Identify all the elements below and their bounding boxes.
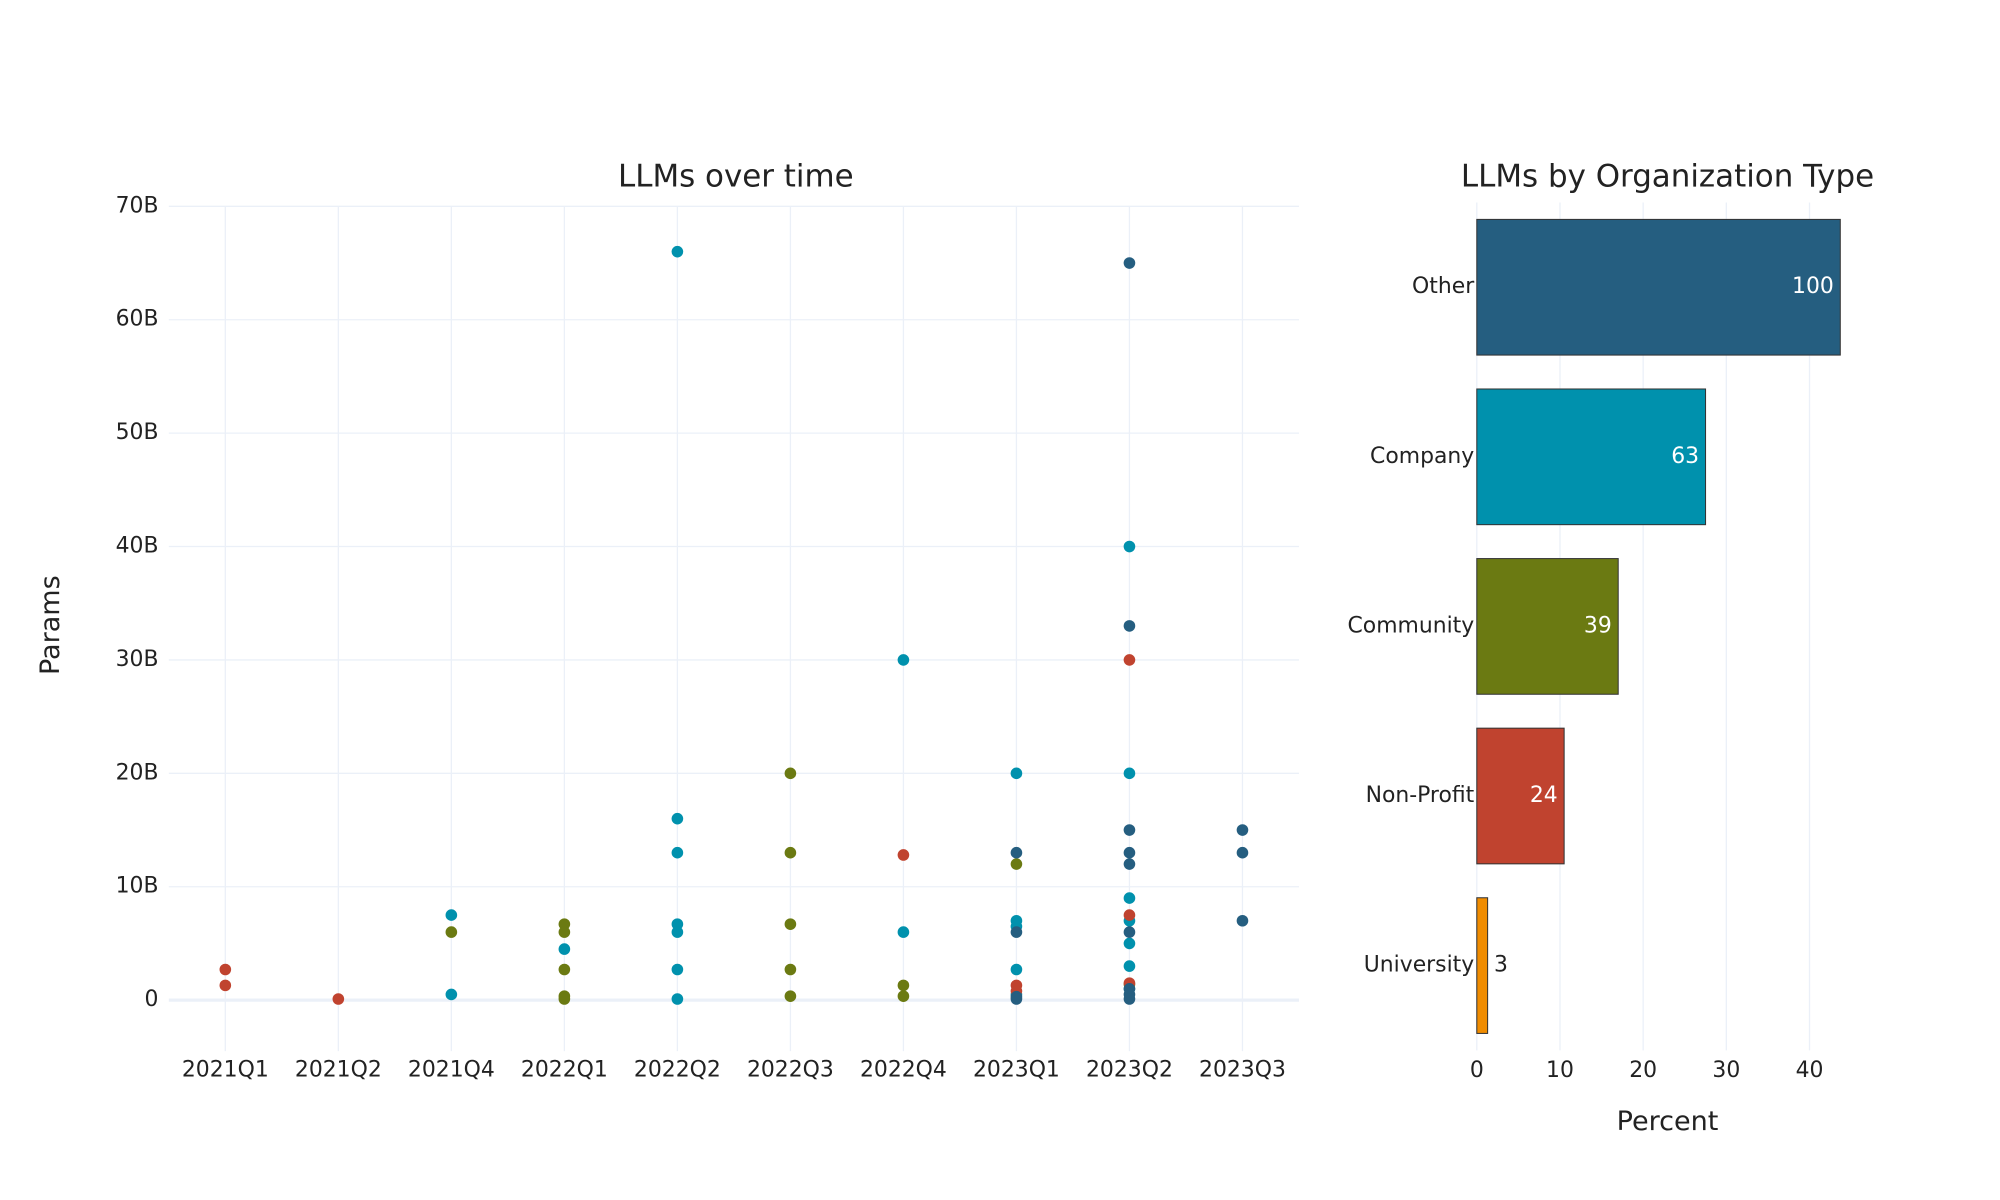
- y-tick-label: Non-Profit: [1366, 783, 1475, 808]
- point: [1123, 960, 1136, 972]
- point: [558, 918, 571, 930]
- point: [445, 988, 458, 1001]
- point: [671, 926, 684, 938]
- y-tick-label: 30B: [116, 647, 159, 672]
- point: [1123, 540, 1136, 553]
- x-tick-label: 2023Q3: [1199, 1057, 1286, 1082]
- data-label: 24: [1530, 783, 1558, 808]
- x-tick-label: 2023Q2: [1086, 1057, 1173, 1082]
- point: [1123, 824, 1136, 836]
- point: [1123, 926, 1136, 938]
- point: [1010, 926, 1023, 938]
- point: [1010, 858, 1023, 870]
- data-label: 100: [1792, 274, 1834, 299]
- point: [558, 943, 571, 955]
- x-tick-label: 30: [1712, 1058, 1740, 1083]
- y-axis-title: Params: [35, 575, 66, 675]
- point: [784, 990, 797, 1002]
- bar: [1476, 388, 1707, 526]
- bar: [1476, 558, 1619, 695]
- point: [1123, 937, 1136, 950]
- point: [897, 654, 910, 666]
- data-label: 39: [1584, 613, 1612, 638]
- point: [445, 926, 458, 938]
- y-tick-label: 70B: [116, 193, 159, 218]
- point: [671, 812, 684, 825]
- data-label: 3: [1494, 953, 1508, 978]
- bar: [1476, 218, 1841, 356]
- point: [671, 245, 684, 258]
- x-tick-label: 40: [1796, 1058, 1824, 1083]
- point: [219, 963, 232, 976]
- point: [897, 990, 910, 1002]
- point: [1123, 620, 1136, 632]
- x-axis-title: Percent: [1617, 1106, 1719, 1137]
- point: [1123, 858, 1136, 870]
- point: [897, 849, 910, 861]
- point: [1123, 654, 1136, 666]
- x-tick-label: 2021Q1: [182, 1057, 269, 1082]
- point: [671, 993, 684, 1005]
- x-tick-label: 2021Q4: [408, 1057, 495, 1082]
- y-tick-label: Community: [1348, 613, 1475, 638]
- x-tick-label: 2022Q2: [634, 1057, 721, 1082]
- y-tick-label: 0: [145, 987, 159, 1012]
- point: [671, 963, 684, 976]
- y-tick-label: 10B: [116, 874, 159, 899]
- point: [558, 993, 571, 1005]
- point: [1010, 846, 1023, 859]
- point: [1123, 909, 1136, 921]
- x-tick-label: 2021Q2: [295, 1057, 382, 1082]
- y-tick-label: 50B: [116, 420, 159, 445]
- point: [671, 846, 684, 859]
- point: [784, 963, 797, 976]
- point: [897, 926, 910, 938]
- x-tick-label: 20: [1629, 1058, 1657, 1083]
- point: [219, 979, 232, 992]
- point: [1236, 914, 1249, 927]
- bar: [1476, 897, 1489, 1034]
- x-tick-label: 2022Q4: [860, 1057, 947, 1082]
- point: [784, 918, 797, 930]
- y-tick-label: 20B: [116, 760, 159, 785]
- data-label: 63: [1671, 444, 1699, 469]
- chart-title: LLMs by Organization Type: [1461, 158, 1874, 194]
- chart-title: LLMs over time: [618, 158, 854, 194]
- y-tick-label: Other: [1412, 274, 1474, 299]
- y-tick-label: 60B: [116, 307, 159, 332]
- y-tick-label: University: [1364, 953, 1474, 978]
- point: [671, 918, 684, 930]
- point: [1236, 824, 1249, 836]
- point: [1123, 993, 1136, 1005]
- y-tick-label: 40B: [116, 534, 159, 559]
- point: [332, 993, 345, 1005]
- y-tick-label: Company: [1370, 444, 1474, 469]
- x-tick-label: 2023Q1: [973, 1057, 1060, 1082]
- point: [784, 767, 797, 780]
- point: [897, 979, 910, 992]
- point: [445, 909, 458, 921]
- point: [1010, 963, 1023, 976]
- bar: [1476, 727, 1565, 865]
- x-tick-label: 2022Q3: [747, 1057, 834, 1082]
- x-tick-label: 0: [1470, 1058, 1484, 1083]
- point: [784, 846, 797, 859]
- point: [1236, 846, 1249, 859]
- x-tick-label: 10: [1546, 1058, 1574, 1083]
- point: [558, 963, 571, 976]
- point: [1010, 767, 1023, 780]
- point: [1123, 767, 1136, 780]
- x-tick-label: 2022Q1: [521, 1057, 608, 1082]
- point: [1010, 993, 1023, 1005]
- point: [558, 926, 571, 938]
- point: [1123, 892, 1136, 904]
- point: [1123, 846, 1136, 859]
- point: [1123, 257, 1136, 269]
